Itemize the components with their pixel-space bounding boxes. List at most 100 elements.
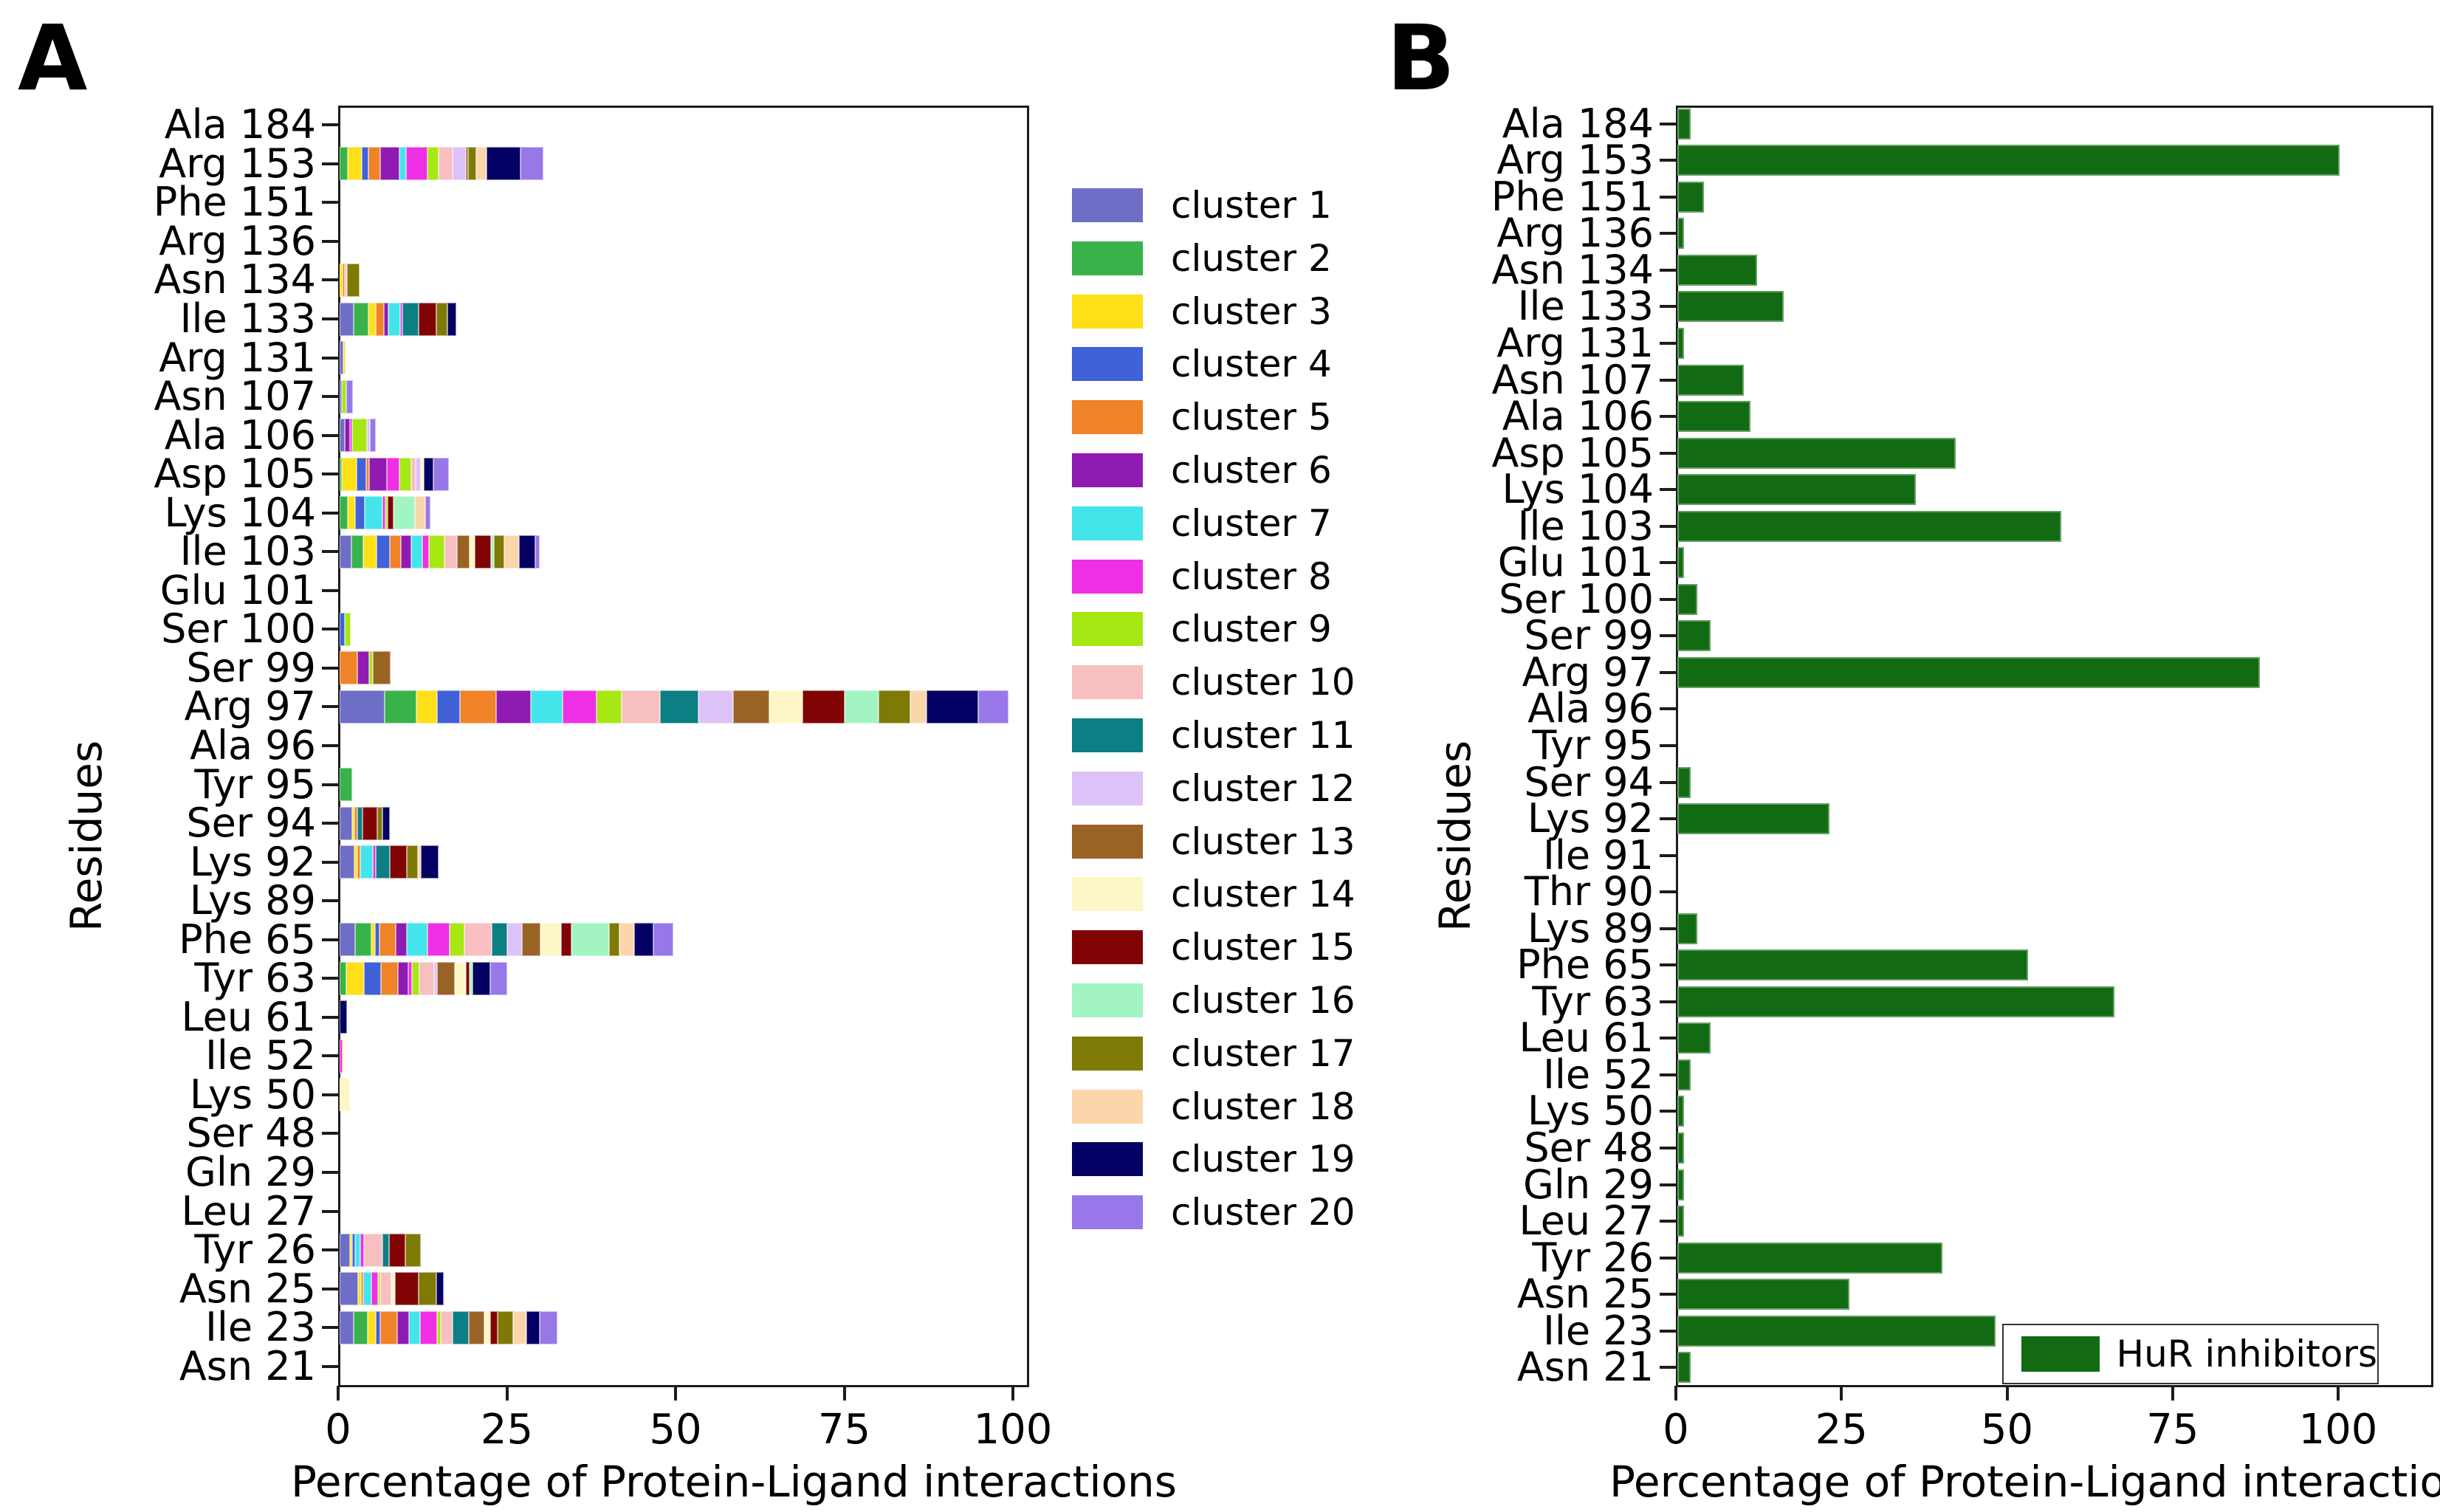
panel-a-bar-segment [698,690,733,724]
panel-a-residue-label: Phe 151 [153,179,316,226]
panel-a-bar-segment [342,1039,346,1073]
panel-a-bar-segment [349,419,352,453]
panel-a-bar-segment [634,923,653,957]
panel-b-ytick [1660,232,1676,236]
panel-b-ytick [1660,415,1676,419]
panel-a-bar-segment [400,302,403,336]
panel-a-bar-segment [621,690,661,724]
panel-b-bar [1677,583,1697,615]
panel-b-ytick [1660,1293,1676,1296]
panel-a-bar-segment [978,690,1008,724]
panel-a-bar-segment [360,1272,364,1306]
panel-b-residue-label: Leu 27 [1519,1197,1654,1245]
panel-a-bar-segment [436,690,460,724]
panel-b-residue-label: Glu 101 [1497,539,1654,586]
panel-a-residue-label: Lys 92 [189,838,316,885]
panel-b-ytick [1660,122,1676,126]
panel-a-residue-label: Ser 100 [161,605,316,653]
cluster-legend-swatch [1072,1195,1143,1230]
panel-a-bar-segment [399,147,406,181]
panel-b-xlabel: Percentage of Protein-Ligand interaction… [1609,1457,2440,1507]
panel-a-bar-segment [382,806,390,840]
panel-a-bar-segment [372,845,377,879]
panel-a-ytick [322,744,338,747]
panel-a-bar-segment [345,263,348,297]
panel-b-bar [1677,986,2115,1017]
panel-a-bar-segment [347,147,362,181]
panel-a-residue-label: Ala 106 [164,411,316,458]
panel-a-bar-segment [927,690,979,724]
cluster-legend-item: cluster 9 [1072,611,1332,647]
panel-b-bar [1677,254,1757,286]
cluster-legend-swatch [1072,294,1143,329]
panel-a-bar-segment [419,961,434,995]
panel-a-bar-segment [340,768,353,802]
panel-a-residue-label: Tyr 63 [194,955,316,1002]
panel-a-ytick [322,395,338,399]
panel-a-bar-segment [910,690,927,724]
cluster-legend-item: cluster 19 [1072,1141,1355,1178]
panel-a-bar-segment [489,1310,498,1344]
panel-a-bar-segment [357,457,366,491]
cluster-legend-swatch [1072,930,1143,965]
panel-a-bar-segment [520,147,543,181]
panel-b-ytick [1660,1073,1676,1076]
panel-a-bar-segment [347,496,355,530]
panel-a-ytick [322,1326,338,1330]
panel-b-residue-label: Arg 136 [1496,210,1654,257]
panel-a-bar-segment [363,961,381,995]
panel-a-bar-segment [608,923,620,957]
panel-a-bar-segment [368,147,380,181]
panel-b-residue-label: Ile 133 [1517,283,1654,330]
panel-a-bar-segment [342,263,346,297]
cluster-legend-swatch [1072,983,1143,1017]
cluster-legend-item: cluster 16 [1072,982,1355,1019]
cluster-legend-swatch [1072,718,1143,752]
panel-a-bar-segment [439,147,453,181]
panel-b-bar [1677,1132,1684,1164]
panel-a-bar-segment [496,690,531,724]
panel-a-residue-label: Asn 134 [154,256,316,303]
cluster-legend-swatch [1072,453,1143,487]
panel-a-bar-segment [597,690,622,724]
panel-a-bar-segment [411,457,416,491]
panel-a-residue-label: Ile 133 [179,295,316,342]
panel-a-bar-segment [468,147,476,181]
cluster-legend-item: cluster 18 [1072,1085,1355,1128]
panel-a-bar-segment [521,923,541,957]
panel-a-bar-segment [340,1039,343,1073]
panel-a-bar-segment [346,961,364,995]
cluster-legend-label: cluster 17 [1171,1031,1355,1075]
panel-a-ytick [322,162,338,165]
panel-a-bar-segment [419,302,436,336]
panel-a-residue-label: Gln 29 [185,1149,316,1195]
panel-b-ytick [1660,268,1676,272]
panel-a-ytick [322,628,338,631]
panel-a-bar-segment [405,147,427,181]
panel-a-stacked-bar [340,612,351,646]
panel-b-ytick [1660,670,1676,674]
panel-a-bar-segment [512,1310,526,1344]
cluster-legend-swatch [1072,824,1143,859]
panel-a-bar-segment [342,379,347,413]
panel-a-bar-segment [372,651,391,685]
panel-b-xtick [1674,1386,1677,1401]
panel-a-residue-label: Lys 89 [189,877,316,924]
panel-a-xtick-label: 75 [817,1406,871,1454]
panel-a-bar-segment [355,496,365,530]
panel-a-bar-segment [382,1233,389,1267]
cluster-legend-label: cluster 18 [1171,1085,1355,1128]
panel-b-bar [1677,1096,1684,1127]
panel-a-bar-segment [371,923,376,957]
panel-a-bar-segment [571,923,609,957]
panel-b-bar [1677,145,2340,176]
panel-a-stacked-bar [340,923,674,957]
panel-a-bar-segment [340,1078,350,1112]
panel-b-bar [1677,656,2261,688]
panel-b-bar [1677,291,1784,323]
panel-a-bar-segment [407,845,418,879]
panel-a-residue-label: Ala 184 [164,101,316,148]
panel-a-bar-segment [526,1310,540,1344]
panel-b-residue-label: Asp 105 [1491,429,1654,476]
panel-a-stacked-bar [340,379,353,413]
